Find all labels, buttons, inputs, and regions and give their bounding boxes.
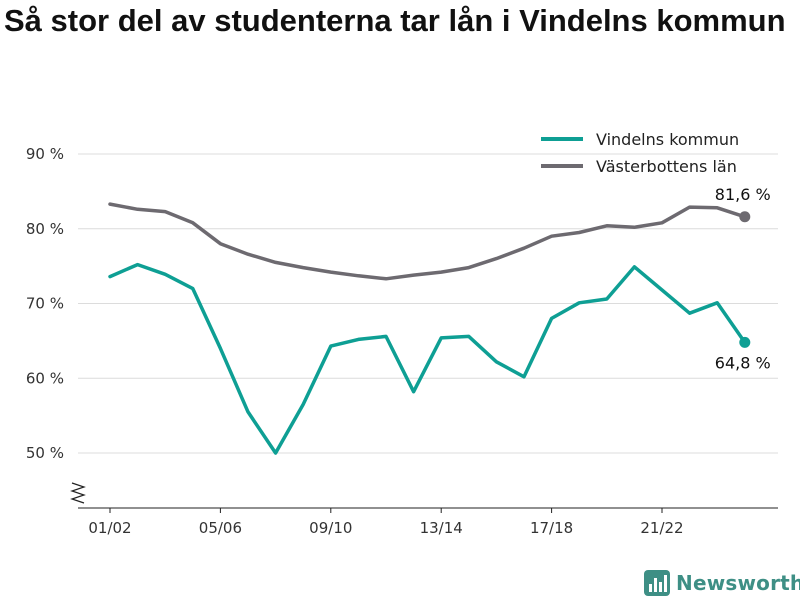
y-tick-label: 70 % [26, 295, 64, 313]
end-point [739, 336, 751, 348]
end-point [739, 211, 751, 223]
series-lines [108, 202, 751, 455]
y-tick-label: 50 % [26, 444, 64, 462]
x-tick-label: 01/02 [88, 519, 131, 537]
x-tick-label: 17/18 [530, 519, 573, 537]
y-axis-ticks: 50 % 60 % 70 % 80 % 90 % [26, 145, 64, 462]
series-line-1 [108, 262, 747, 455]
end-labels: 64,8 % 81,6 % [715, 185, 771, 373]
gridlines [78, 153, 778, 454]
legend-label: Vindelns kommun [596, 130, 739, 149]
x-tick-label: 09/10 [309, 519, 352, 537]
x-axis: 01/02 05/06 09/10 13/14 17/18 21/22 [70, 482, 778, 537]
chart-title: Så stor del av studenterna tar lån i Vin… [4, 3, 786, 38]
x-tick-label: 05/06 [199, 519, 242, 537]
x-tick-label: 13/14 [420, 519, 463, 537]
x-tick-label: 21/22 [640, 519, 683, 537]
legend: Vindelns kommun Västerbottens län [541, 130, 739, 176]
axis-break-icon [70, 482, 86, 504]
y-tick-label: 80 % [26, 220, 64, 238]
y-tick-label: 90 % [26, 145, 64, 163]
end-value-label: 64,8 % [715, 353, 771, 372]
series-line-2 [108, 202, 747, 281]
legend-label: Västerbottens län [596, 157, 737, 176]
brand-name: Newsworthy [676, 571, 800, 595]
end-value-label: 81,6 % [715, 185, 771, 204]
y-tick-label: 60 % [26, 369, 64, 387]
brand-logo: Newsworthy [644, 568, 800, 598]
bar-chart-icon [644, 570, 670, 596]
